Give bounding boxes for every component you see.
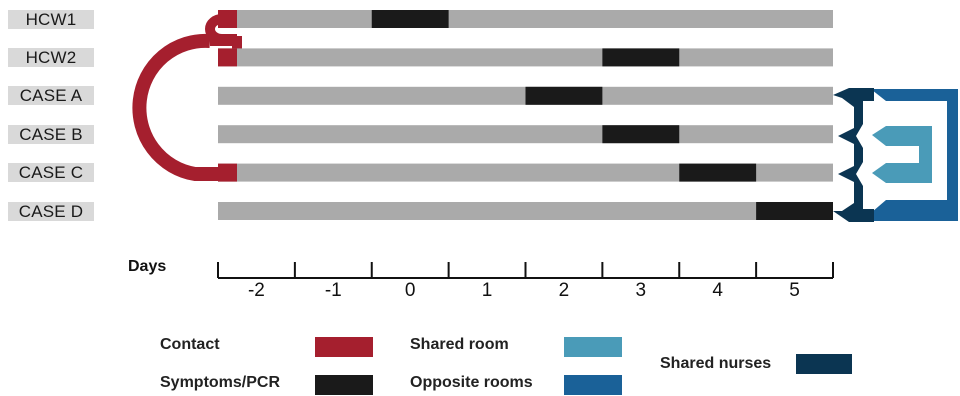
day-label: 5 (789, 280, 800, 301)
day-label: 0 (404, 280, 416, 301)
legend-shared-room-label: Shared room (410, 336, 509, 353)
contact-cap-case-c (218, 163, 237, 182)
symptom-block-case-a (525, 86, 603, 105)
timeline-bar-hcw2 (218, 48, 833, 67)
day-label: -2 (247, 280, 265, 301)
legend-symptoms-swatch (315, 375, 373, 395)
legend-opposite-rooms-swatch (564, 375, 622, 395)
legend-contact-label: Contact (160, 336, 220, 353)
day-label: 3 (635, 280, 647, 301)
timeline-bar-hcw1 (218, 10, 833, 28)
symptom-block-case-b (602, 125, 680, 144)
shared-room-bracket (872, 126, 932, 183)
legend-opposite-rooms-label: Opposite rooms (410, 374, 533, 391)
day-label: 4 (712, 280, 723, 301)
symptom-block-hcw2 (602, 48, 680, 67)
shared-nurses-bracket (833, 88, 874, 222)
row-label-case-a: CASE A (8, 86, 94, 106)
legend-contact-swatch (315, 337, 373, 357)
day-label: 1 (481, 280, 493, 301)
day-label: 2 (558, 280, 570, 301)
opposite-rooms-bracket (872, 89, 958, 221)
legend-shared-nurses-label: Shared nurses (660, 355, 772, 372)
legend-shared-nurses-swatch (796, 354, 852, 374)
legend-shared-room-swatch (564, 337, 622, 357)
timeline-bar-case-d (218, 202, 833, 220)
symptom-block-case-c (679, 163, 757, 182)
symptom-block-case-d (756, 202, 833, 220)
row-label-case-d: CASE D (8, 201, 94, 221)
symptom-block-hcw1 (371, 10, 449, 28)
row-label-hcw1: HCW1 (8, 9, 94, 29)
timeline-bar-case-b (218, 125, 833, 144)
day-label: -1 (324, 280, 342, 301)
legend-symptoms-label: Symptoms/PCR (160, 374, 281, 391)
row-label-case-b: CASE B (8, 124, 94, 144)
contact-arc (132, 33, 237, 181)
contact-cap-hcw1 (218, 10, 237, 28)
row-label-case-c: CASE C (8, 163, 94, 183)
row-label-hcw2: HCW2 (8, 47, 94, 67)
contact-cap-hcw2 (218, 48, 237, 67)
axis-title: Days (128, 258, 167, 275)
